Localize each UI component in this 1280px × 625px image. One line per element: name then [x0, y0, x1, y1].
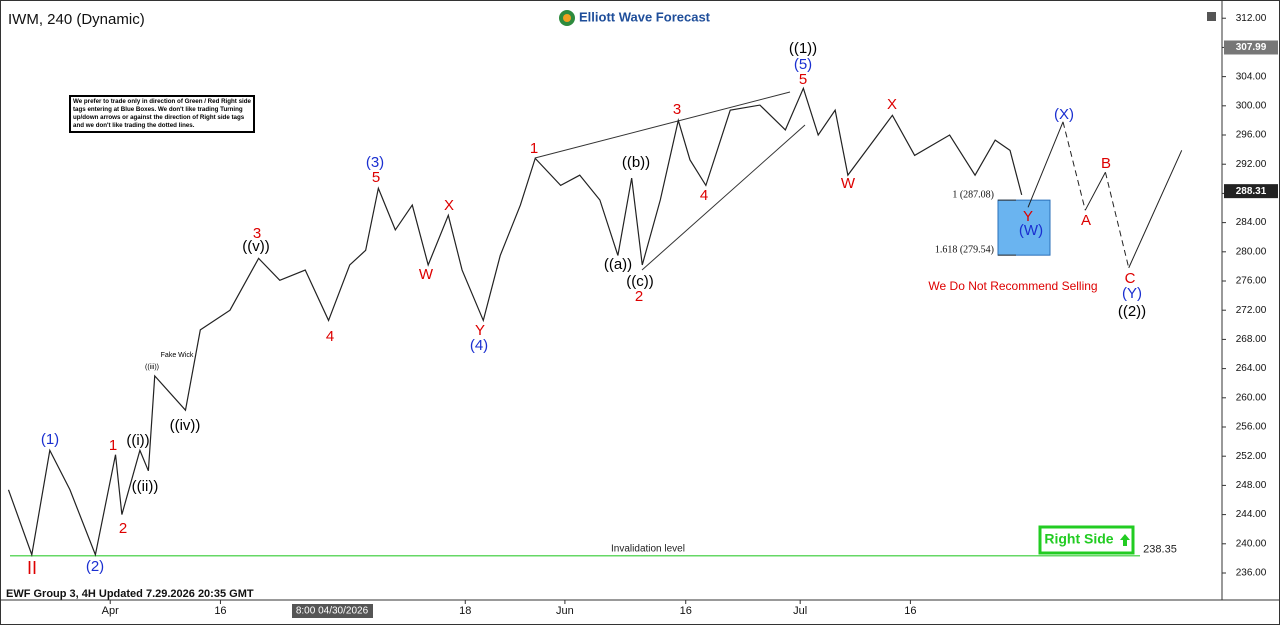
- y-tick-label: 236.00: [1236, 568, 1267, 579]
- wave-label: Fake Wick: [161, 352, 194, 359]
- wave-label: II: [27, 558, 37, 578]
- y-tick-label: 292.00: [1236, 159, 1267, 170]
- y-tick-label: 276.00: [1236, 276, 1267, 287]
- wave-label: X: [887, 96, 897, 113]
- wave-label: (W): [1019, 222, 1043, 239]
- projection-segment: [1084, 172, 1106, 211]
- x-tick-label: 18: [459, 605, 471, 617]
- right-side-label: Right Side: [1044, 531, 1113, 547]
- y-tick-label: 312.00: [1236, 13, 1267, 24]
- channel-line: [641, 124, 806, 271]
- blue-box: [997, 199, 1051, 256]
- chart-title: IWM, 240 (Dynamic): [8, 11, 145, 28]
- wave-label: 2: [635, 288, 643, 305]
- projection-segment: [1062, 121, 1086, 211]
- up-arrow: [1120, 534, 1130, 546]
- y-tick-label: 268.00: [1236, 334, 1267, 345]
- wave-label: 1: [530, 140, 538, 157]
- cursor-label: 8:00 04/30/2026: [296, 606, 369, 617]
- y-tick-label: 284.00: [1236, 217, 1267, 228]
- disclaimer: We prefer to trade only in direction of …: [69, 95, 255, 133]
- wave-label: 3: [673, 101, 681, 118]
- x-tick-label: Jul: [793, 605, 807, 617]
- wave-label: ((v)): [242, 238, 269, 255]
- y-tick-label: 240.00: [1236, 538, 1267, 549]
- wave-label: ((ii)): [132, 478, 159, 495]
- wave-label: 5: [799, 71, 807, 88]
- projection-segment: [1128, 150, 1183, 269]
- x-tick-label: 16: [214, 605, 226, 617]
- y-tick-label: 296.00: [1236, 130, 1267, 141]
- y-tick-label: 264.00: [1236, 363, 1267, 374]
- price-tag: [1224, 40, 1278, 55]
- logo: Elliott Wave Forecast: [579, 9, 711, 24]
- wave-label: (3): [366, 154, 384, 171]
- right-side-box: [1038, 525, 1135, 555]
- y-tick-label: 300.00: [1236, 100, 1267, 111]
- wave-label: (4): [470, 337, 488, 354]
- wave-label: C: [1125, 270, 1136, 287]
- wave-label: Y: [1023, 208, 1033, 225]
- wave-label: W: [419, 266, 434, 283]
- wave-label: 1: [109, 437, 117, 454]
- x-tick-label: Apr: [102, 605, 119, 617]
- x-tick-label: 16: [680, 605, 692, 617]
- wave-label: W: [841, 175, 856, 192]
- invalidation-label: Invalidation level: [611, 543, 685, 554]
- projection-segment: [1104, 172, 1130, 268]
- wave-label: ((1)): [789, 40, 817, 57]
- wave-label: ((2)): [1118, 303, 1146, 320]
- wave-label: 4: [326, 328, 334, 345]
- y-tick-label: 252.00: [1236, 451, 1267, 462]
- wave-label: (X): [1054, 106, 1074, 123]
- wave-label: B: [1101, 155, 1111, 172]
- price-tag: [1224, 184, 1278, 199]
- price-tag-label: 307.99: [1236, 42, 1267, 53]
- wave-label: (5): [794, 56, 812, 73]
- price-tag-label: 288.31: [1236, 186, 1267, 197]
- invalidation-value: 238.35: [1143, 544, 1177, 556]
- wave-label: ((a)): [604, 256, 632, 273]
- wave-label: (Y): [1122, 285, 1142, 302]
- fib-label: 1.618 (279.54): [935, 244, 994, 255]
- channel-line: [534, 91, 791, 159]
- y-tick-label: 244.00: [1236, 509, 1267, 520]
- window-icon: [1207, 12, 1216, 21]
- fib-label: 1 (287.08): [952, 189, 994, 200]
- wave-label: 5: [372, 169, 380, 186]
- wave-label: X: [444, 197, 454, 214]
- y-tick-label: 260.00: [1236, 392, 1267, 403]
- y-tick-label: 280.00: [1236, 246, 1267, 257]
- wave-label: A: [1081, 212, 1091, 229]
- y-tick-label: 304.00: [1236, 71, 1267, 82]
- x-tick-label: 16: [904, 605, 916, 617]
- wave-label: 4: [700, 187, 708, 204]
- logo-icon: [563, 14, 571, 22]
- wave-label: ((iii)): [145, 364, 159, 371]
- price-line: [7, 86, 1023, 558]
- footer: EWF Group 3, 4H Updated 7.29.2026 20:35 …: [6, 588, 254, 600]
- x-tick-label: Jun: [556, 605, 574, 617]
- projection-segment: [1027, 121, 1064, 208]
- wave-label: Y: [475, 322, 485, 339]
- wave-label: 2: [119, 520, 127, 537]
- wave-label: ((b)): [622, 154, 650, 171]
- box-label: We Do Not Recommend Selling: [928, 279, 1097, 293]
- y-tick-label: 256.00: [1236, 422, 1267, 433]
- wave-label: ((iv)): [170, 417, 201, 434]
- y-tick-label: 272.00: [1236, 305, 1267, 316]
- wave-label: ((c)): [626, 273, 653, 290]
- cursor-tag: [292, 604, 373, 618]
- wave-label: 3: [253, 225, 261, 242]
- wave-label: ((i)): [126, 432, 149, 449]
- y-tick-label: 248.00: [1236, 480, 1267, 491]
- wave-label: (1): [41, 431, 59, 448]
- wave-label: (2): [86, 558, 104, 575]
